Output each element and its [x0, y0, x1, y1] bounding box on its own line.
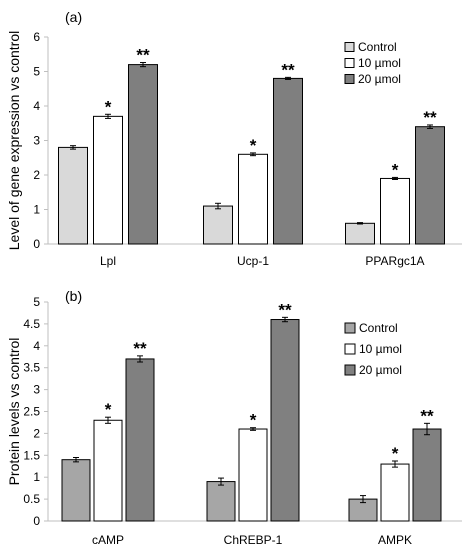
y-tick-label: 1 — [33, 470, 40, 484]
x-category-label: Ucp-1 — [237, 254, 269, 268]
bar-10-mol — [238, 153, 268, 245]
legend-swatch — [344, 74, 355, 84]
significance-marker: * — [105, 97, 112, 116]
y-tick-label: 2.5 — [23, 405, 40, 419]
bar-20-mol — [415, 126, 445, 245]
x-category-label: PPARgc1A — [365, 254, 424, 268]
bar-10-mol — [238, 428, 268, 522]
significance-marker: ** — [420, 406, 434, 425]
bar-20-mol — [125, 358, 155, 522]
y-tick-label: 6 — [33, 30, 40, 44]
bar-10-mol — [93, 419, 123, 522]
bar-control — [61, 459, 91, 522]
significance-marker: * — [250, 136, 257, 155]
significance-marker: ** — [423, 108, 437, 127]
legend-label: Control — [359, 321, 398, 335]
bar-10-mol — [380, 177, 410, 245]
legend-swatch — [344, 58, 355, 68]
y-tick-label: 0.5 — [23, 492, 40, 506]
significance-marker: ** — [278, 300, 292, 319]
bar-10-mol — [380, 463, 410, 522]
panel-label: (a) — [65, 9, 82, 25]
y-tick-label: 4 — [33, 99, 40, 113]
x-category-label: AMPK — [378, 533, 412, 547]
y-tick-label: 5 — [33, 295, 40, 309]
y-tick-label: 5 — [33, 65, 40, 79]
x-category-label: cAMP — [92, 533, 124, 547]
x-category-label: Lpl — [100, 254, 116, 268]
significance-marker: * — [250, 411, 257, 430]
x-category-label: ChREBP-1 — [224, 533, 283, 547]
bar-20-mol — [412, 428, 442, 522]
bar-20-mol — [270, 319, 300, 522]
y-tick-label: 3 — [33, 134, 40, 148]
y-tick-label: 0 — [33, 237, 40, 251]
legend-swatch — [344, 322, 356, 334]
y-tick-label: 1 — [33, 203, 40, 217]
bar-control — [58, 146, 88, 245]
significance-marker: * — [392, 444, 399, 463]
significance-marker: * — [105, 400, 112, 419]
y-tick-label: 1.5 — [23, 448, 40, 462]
bar-control — [345, 222, 375, 245]
legend-label: Control — [358, 40, 397, 54]
legend-swatch — [344, 343, 356, 355]
bar-20-mol — [128, 64, 158, 245]
bar-10-mol — [93, 115, 123, 245]
y-axis-label: Protein levels vs control — [6, 338, 22, 486]
y-tick-label: 3.5 — [23, 361, 40, 375]
y-tick-label: 4 — [33, 339, 40, 353]
y-axis-label: Level of gene expression vs control — [6, 31, 22, 250]
significance-marker: * — [392, 160, 399, 179]
bar-control — [206, 481, 236, 522]
chart-panel-a: 0 1 2 3 4 5 6 Level of gene expression vs contr… — [6, 9, 462, 268]
significance-marker: ** — [133, 339, 147, 358]
y-tick-label: 3 — [33, 383, 40, 397]
chart-panel-b: 0 0.5 1 1.5 2 2.5 3 3.5 4 4.5 5 Protein levels vs c… — [6, 288, 462, 547]
legend-swatch — [344, 364, 356, 376]
legend-label: 20 µmol — [358, 72, 401, 86]
bar-control — [203, 205, 233, 245]
y-tick-label: 2 — [33, 426, 40, 440]
y-tick-label: 4.5 — [23, 317, 40, 331]
panel-label: (b) — [65, 288, 82, 304]
legend-swatch — [344, 42, 355, 52]
legend-label: 20 µmol — [359, 363, 402, 377]
legend-label: 10 µmol — [359, 342, 402, 356]
y-tick-label: 0 — [33, 514, 40, 528]
y-tick-label: 2 — [33, 168, 40, 182]
bar-20-mol — [273, 77, 303, 245]
legend-label: 10 µmol — [358, 56, 401, 70]
significance-marker: ** — [281, 60, 295, 79]
significance-marker: ** — [136, 46, 150, 65]
